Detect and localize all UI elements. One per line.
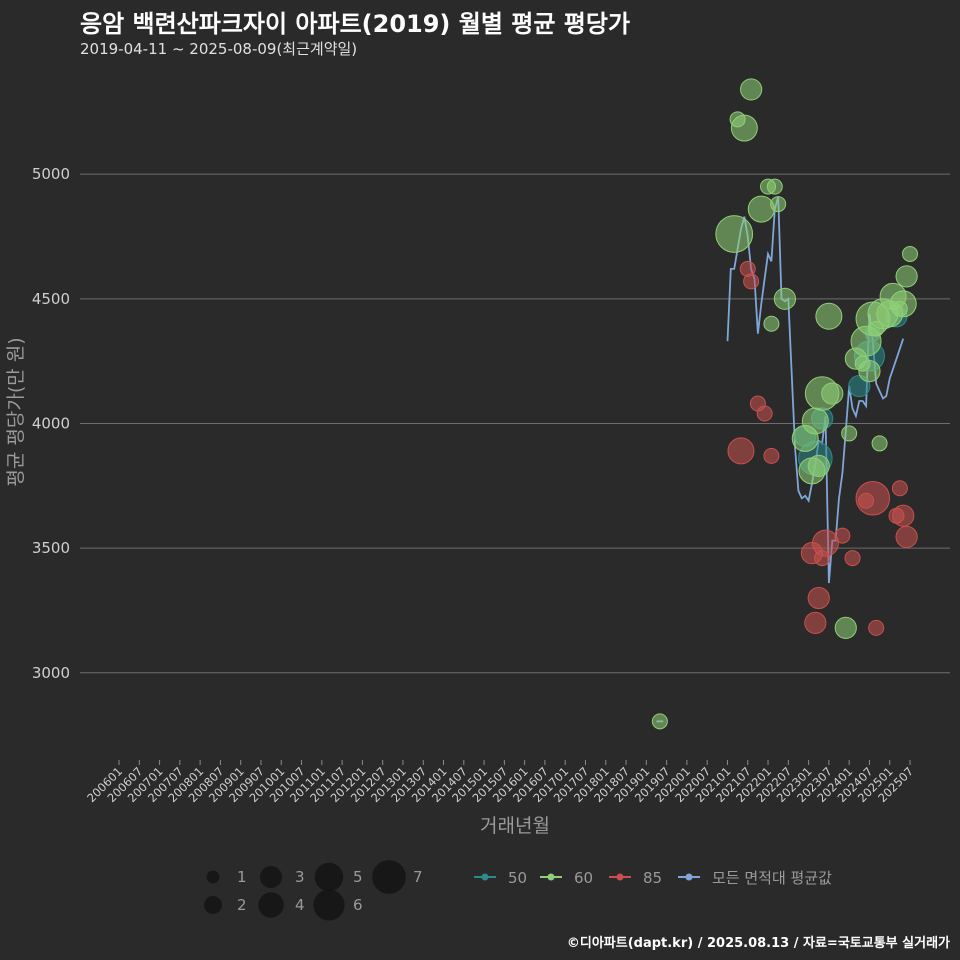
point-85 xyxy=(892,504,915,527)
point-85 xyxy=(895,525,918,548)
point-60 xyxy=(773,287,797,310)
point-60 xyxy=(871,435,888,452)
point-85 xyxy=(844,550,861,567)
size-legend-dot xyxy=(372,860,406,894)
average-line-layer xyxy=(656,196,905,723)
point-85 xyxy=(763,447,780,464)
color-legend-label: 60 xyxy=(574,869,593,887)
point-85 xyxy=(855,480,891,516)
y-tick-label: 3500 xyxy=(32,539,70,557)
color-legend-dot xyxy=(481,873,489,881)
point-85 xyxy=(868,619,885,636)
color-legend: 50 60 85 모든 면적대 평균값 xyxy=(474,869,832,887)
size-legend-dot xyxy=(259,865,283,889)
point-85 xyxy=(727,437,755,465)
point-60 xyxy=(715,215,754,253)
point-60 xyxy=(807,454,830,477)
size-legend-dot xyxy=(206,870,220,884)
source-credit: ©디아파트(dapt.kr) / 2025.08.13 / 자료=국토교통부 실… xyxy=(566,936,950,951)
size-legend-dot xyxy=(313,889,345,921)
point-60 xyxy=(858,360,881,383)
point-85 xyxy=(743,273,760,290)
point-85 xyxy=(804,611,827,634)
size-legend-label: 3 xyxy=(295,868,305,886)
point-85 xyxy=(891,480,908,497)
point-60 xyxy=(763,315,780,332)
color-legend-dot xyxy=(685,873,693,881)
chart-title: 응암 백련산파크자이 아파트(2019) 월별 평균 평당가 xyxy=(80,10,631,38)
point-60 xyxy=(841,425,858,442)
point-60 xyxy=(740,78,763,101)
y-tick-labels: 3000 3500 4000 4500 5000 xyxy=(32,165,70,682)
point-60 xyxy=(821,382,844,405)
x-tick-labels: 2006012006072007012007072008012008072009… xyxy=(84,760,916,805)
point-60 xyxy=(766,178,783,195)
point-85 xyxy=(756,405,773,422)
y-tick-label: 4500 xyxy=(32,290,70,308)
y-tick-label: 3000 xyxy=(32,664,70,682)
color-legend-label: 85 xyxy=(643,869,662,887)
point-85 xyxy=(807,586,830,610)
size-legend-dot xyxy=(258,892,284,918)
point-60 xyxy=(895,265,918,288)
color-legend-dot xyxy=(547,873,555,881)
point-60 xyxy=(730,114,758,142)
size-legend: 1 2 3 4 5 6 7 xyxy=(203,860,423,921)
x-axis-title: 거래년월 xyxy=(480,815,550,837)
size-legend-label: 5 xyxy=(353,868,363,886)
point-60 xyxy=(770,196,787,213)
point-60 xyxy=(801,407,829,435)
y-tick-label: 5000 xyxy=(32,165,70,183)
y-axis-title: 평균 평당가(만 원) xyxy=(5,337,27,486)
color-legend-dot xyxy=(616,873,624,881)
point-60 xyxy=(651,713,668,730)
size-legend-label: 6 xyxy=(353,896,363,914)
point-60 xyxy=(747,195,775,223)
point-60 xyxy=(902,245,918,262)
point-60 xyxy=(889,290,917,318)
size-legend-label: 4 xyxy=(295,896,305,914)
y-tick-label: 4000 xyxy=(32,414,70,432)
points-layer xyxy=(651,78,918,730)
point-85 xyxy=(812,529,839,557)
color-legend-label: 50 xyxy=(508,869,527,887)
size-legend-dot xyxy=(314,862,344,892)
point-85 xyxy=(834,527,851,544)
color-legend-label: 모든 면적대 평균값 xyxy=(712,869,832,887)
point-60 xyxy=(834,616,857,639)
size-legend-label: 1 xyxy=(237,868,247,886)
size-legend-label: 2 xyxy=(237,896,247,914)
point-60 xyxy=(815,302,843,330)
chart-subtitle: 2019-04-11 ~ 2025-08-09(최근계약일) xyxy=(80,40,358,58)
size-legend-dot xyxy=(203,895,223,915)
size-legend-label: 7 xyxy=(413,868,423,886)
